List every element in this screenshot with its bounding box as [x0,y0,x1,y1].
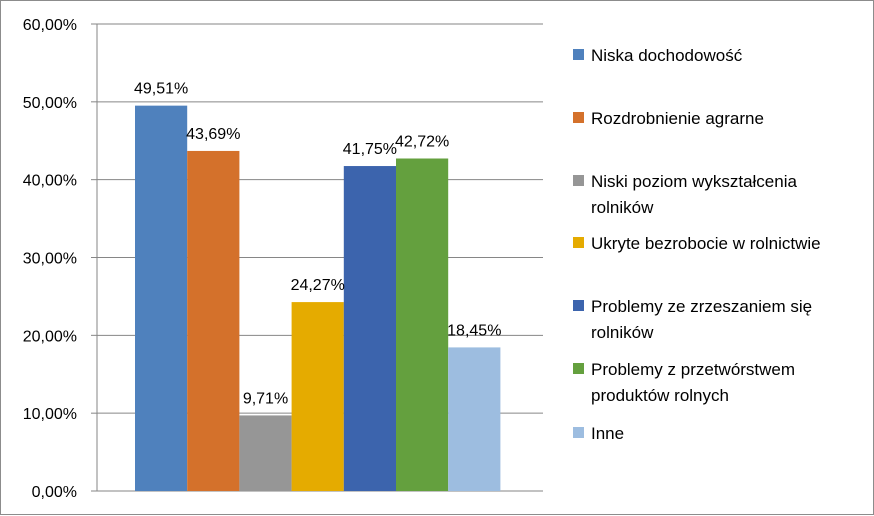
y-tick-label: 60,00% [23,17,77,34]
legend-swatch-7 [573,427,584,438]
data-label-5: 41,75% [343,141,397,158]
y-tick-label: 0,00% [32,484,77,501]
data-label-2: 43,69% [186,126,240,143]
legend-label-4: Ukryte bezrobocie w rolnictwie [591,234,821,253]
y-tick-label: 20,00% [23,328,77,345]
bar-1 [135,105,188,492]
bar-3 [239,415,292,491]
legend-label-2: Rozdrobnienie agrarne [591,109,764,128]
y-tick-label: 10,00% [23,406,77,423]
data-labels: 49,51% 43,69% 9,71% 24,27% 41,75%42,72% 18,45… [134,81,501,408]
legend-swatch-4 [573,237,584,248]
legend-label-3: rolników [591,198,654,217]
legend-label-6: Problemy z przetwórstwem [591,360,795,379]
legend-swatch-2 [573,112,584,123]
legend-swatch-1 [573,49,584,60]
y-tick-label: 30,00% [23,251,77,268]
legend-swatch-6 [573,363,584,374]
data-label-3: 9,71% [243,390,288,407]
legend: Niska dochodowość Rozdrobnienie agrarne Ni… [573,46,821,443]
legend-label-3: Niski poziom wykształcenia [591,172,797,191]
legend-swatch-5 [573,300,584,311]
legend-label-6: produktów rolnych [591,386,729,405]
data-label-6: 42,72% [395,133,449,150]
bar-4 [291,302,344,491]
bar-7 [448,347,501,491]
bar-6 [396,158,449,491]
data-label-4: 24,27% [291,277,345,294]
bars [135,105,501,492]
y-tick-label: 50,00% [23,95,77,112]
y-tick-label: 40,00% [23,173,77,190]
data-label-1: 49,51% [134,81,188,98]
legend-label-7: Inne [591,424,624,443]
bar-2 [187,150,240,491]
legend-label-5: Problemy ze zrzeszaniem się [591,297,812,316]
legend-swatch-3 [573,175,584,186]
bar-5 [343,166,396,491]
y-axis: 0,00% 10,00% 20,00% 30,00% 40,00% 50,00% 60,00… [23,17,98,501]
legend-label-1: Niska dochodowość [591,46,743,65]
data-label-7: 18,45% [447,322,501,339]
legend-label-5: rolników [591,323,654,342]
